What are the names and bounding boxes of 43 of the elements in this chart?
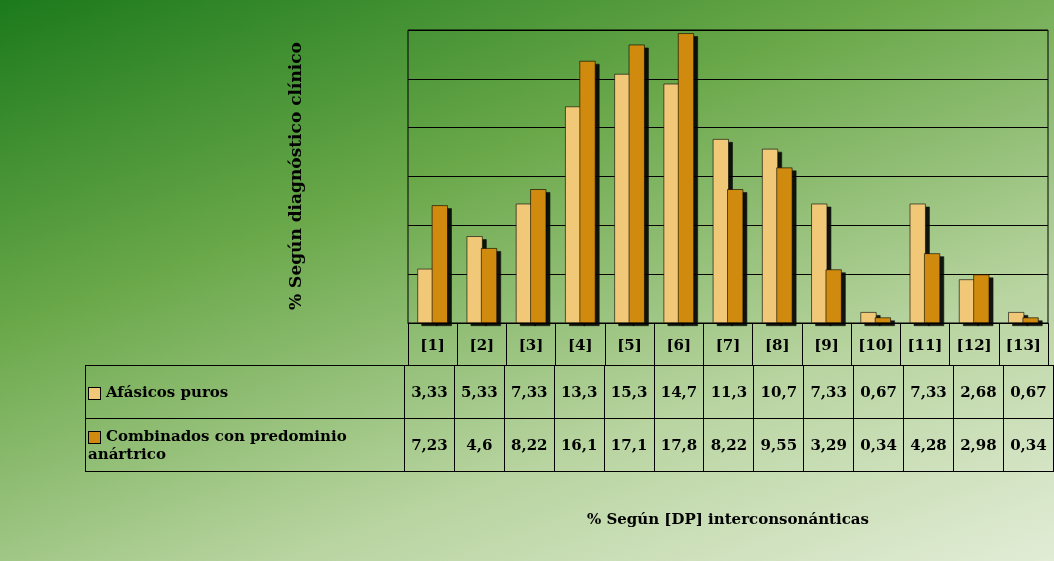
data-label: 9,55	[753, 418, 804, 472]
text: % Según [DP] interconsonánticas	[586, 510, 870, 528]
x-tick-label: [12]	[956, 335, 992, 354]
data-label: 14,7	[654, 365, 704, 419]
x-tick-label: [3]	[518, 335, 544, 354]
x-tick-label: [7]	[715, 335, 741, 354]
legend-label: Afásicos puros	[85, 365, 405, 419]
data-label: 17,8	[654, 418, 704, 472]
text: % Según diagnóstico clínico	[285, 41, 305, 311]
data-label: 7,33	[803, 365, 854, 419]
data-label: 4,28	[903, 418, 954, 472]
x-tick-label: [5]	[617, 335, 642, 354]
legend-label: Combinados con predominio anártrico	[85, 418, 405, 472]
data-label: 7,23	[404, 418, 455, 472]
data-label: 4,6	[454, 418, 505, 472]
data-label: 8,22	[504, 418, 555, 472]
x-tick-label: [13]	[1005, 335, 1041, 354]
data-label: 7,33	[903, 365, 954, 419]
x-tick-label: [4]	[567, 335, 593, 354]
x-tick-label: [6]	[666, 335, 692, 354]
data-label: 2,98	[953, 418, 1004, 472]
x-tick-label: [11]	[907, 335, 943, 354]
data-label: 11,3	[703, 365, 754, 419]
data-label: 0,34	[853, 418, 904, 472]
x-tick-label: [8]	[764, 335, 790, 354]
data-label: 3,29	[803, 418, 854, 472]
data-label: 7,33	[504, 365, 555, 419]
data-label: 16,1	[554, 418, 605, 472]
data-label: 5,33	[454, 365, 505, 419]
x-tick-label: [2]	[469, 335, 495, 354]
data-label: 15,3	[604, 365, 655, 419]
data-label: 2,68	[953, 365, 1004, 419]
data-label: 0,67	[1003, 365, 1054, 419]
x-tick-label: [1]	[420, 335, 445, 354]
data-label: 13,3	[554, 365, 605, 419]
data-label: 0,34	[1003, 418, 1054, 472]
x-tick-label: [9]	[814, 335, 839, 354]
data-label: 3,33	[404, 365, 455, 419]
data-label: 0,67	[853, 365, 904, 419]
x-tick-label: [10]	[858, 335, 894, 354]
data-label: 8,22	[703, 418, 754, 472]
data-label: 10,7	[753, 365, 804, 419]
data-label: 17,1	[604, 418, 655, 472]
